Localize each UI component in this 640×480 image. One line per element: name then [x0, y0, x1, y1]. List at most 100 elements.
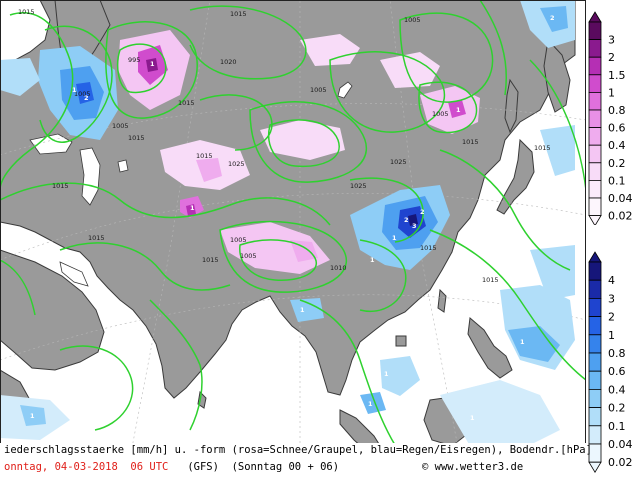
snow-area	[186, 204, 196, 216]
rain-area	[290, 298, 324, 322]
isobar	[0, 12, 74, 191]
graticule-line	[0, 193, 586, 261]
isobar	[199, 94, 273, 151]
intensity-mark: 3	[412, 222, 417, 230]
isobar-label: 1015	[420, 244, 437, 252]
legend-label: 0.4	[608, 383, 626, 396]
valid-date: onntag, 04-03-2018 06 UTC	[4, 461, 169, 473]
isobar-label: 1015	[202, 256, 219, 264]
caption-line: iederschlagsstaerke [mm/h] u. -form (ros…	[4, 444, 592, 456]
map-caption: iederschlagsstaerke [mm/h] u. -form (ros…	[0, 443, 592, 480]
intensity-mark: 1	[368, 400, 373, 408]
snow-intensity-legend: 3 2 1.5 1 0.8 0.6 0.4 0.2 0.1 0.04 0.02	[588, 11, 633, 225]
isobar	[105, 21, 198, 119]
isobar-label: 1005	[74, 90, 91, 98]
rain-legend-swatches	[588, 251, 602, 473]
caption-date-line: onntag, 04-03-2018 06 UTC (GFS) (Sonntag…	[4, 461, 339, 474]
legend-swatch	[588, 144, 602, 164]
legend-label: 0.2	[608, 402, 626, 415]
rain-area	[360, 392, 386, 414]
lake-baikal	[337, 81, 353, 99]
intensity-mark: 1	[392, 234, 397, 242]
snow-legend-swatches	[588, 11, 602, 225]
legend-label: 0.2	[608, 157, 626, 170]
persian-gulf	[59, 261, 89, 287]
isobar-label: 1005	[240, 252, 257, 260]
isobar-label: 1015	[482, 276, 499, 284]
snow-area	[380, 52, 440, 88]
intensity-mark: 1	[72, 86, 77, 94]
legend-label: 0.02	[608, 210, 633, 223]
sakhalin-landmass	[504, 78, 519, 134]
snow-area	[300, 34, 360, 66]
graticule-line	[0, 294, 586, 361]
legend-label: 0.8	[608, 104, 626, 117]
copyright-credit: © www.wetter3.de	[422, 461, 524, 473]
japan-landmass	[496, 138, 535, 215]
legend-label: 0.02	[608, 456, 633, 469]
rain-area	[20, 405, 46, 426]
snow-precipitation	[118, 30, 480, 274]
isobar-label: 1025	[390, 158, 407, 166]
isobar-label: 1015	[196, 152, 213, 160]
snow-area	[146, 58, 158, 72]
isobar	[329, 51, 446, 133]
legend-swatch	[588, 179, 602, 199]
isobar	[429, 229, 586, 381]
legend-label: 0.4	[608, 139, 626, 152]
isobar-label: 1005	[230, 236, 247, 244]
isobar-label: 995	[128, 56, 140, 64]
legend-arrow-top	[588, 11, 602, 23]
isobar	[189, 5, 307, 80]
legend-label: 0.04	[608, 192, 633, 205]
legend-swatch	[588, 74, 602, 93]
rain-area	[380, 356, 420, 396]
black-sea	[29, 133, 73, 155]
intensity-mark: 2	[404, 216, 409, 224]
snow-area	[290, 240, 318, 262]
isobar	[359, 239, 407, 312]
isobar	[349, 177, 424, 243]
caspian-sea	[79, 147, 101, 206]
intensity-marks: 1 2 1 2 3 1 2 1 1 1 1 1 1 2 1 1 1	[30, 14, 555, 422]
intensity-mark: 1	[520, 338, 525, 346]
intensity-mark: 1	[384, 370, 389, 378]
isobar-label: 1015	[52, 182, 69, 190]
intensity-mark: 1	[150, 60, 155, 68]
isobar-label: 1005	[112, 122, 129, 130]
isobar-label: 1015	[88, 234, 105, 242]
isobar-label: 1025	[228, 160, 245, 168]
isobar	[529, 59, 586, 191]
legend-label: 0.8	[608, 347, 626, 360]
isobar	[0, 182, 331, 226]
legend-swatch	[588, 352, 602, 372]
legend-swatch	[588, 388, 602, 408]
isobar	[117, 43, 167, 94]
rain-area	[408, 214, 418, 226]
rain-area	[540, 6, 568, 32]
legend-label: 2	[608, 311, 615, 324]
snow-legend-labels: 3 2 1.5 1 0.8 0.6 0.4 0.2 0.1 0.04 0.02	[608, 34, 633, 223]
legend-swatch	[588, 279, 602, 299]
isobar	[39, 25, 113, 143]
legend-swatch	[588, 109, 602, 129]
rain-area	[530, 245, 575, 300]
legend-label: 3	[608, 34, 615, 47]
legend-arrow-bottom	[588, 215, 602, 225]
intensity-mark: 2	[84, 94, 89, 102]
isobar	[219, 220, 347, 293]
legend-swatch	[588, 425, 602, 445]
isobar	[299, 299, 396, 446]
arabia-landmass	[0, 249, 105, 371]
isobar	[249, 101, 367, 183]
legend-swatch	[588, 162, 602, 181]
snow-area	[196, 158, 222, 182]
isobar	[439, 149, 571, 271]
isobar	[399, 12, 494, 103]
isobar-label: 1015	[178, 99, 195, 107]
intensity-mark: 1	[456, 106, 461, 114]
isobar-label: 1015	[230, 10, 247, 18]
legend-swatch	[588, 316, 602, 336]
isobar	[59, 242, 231, 291]
